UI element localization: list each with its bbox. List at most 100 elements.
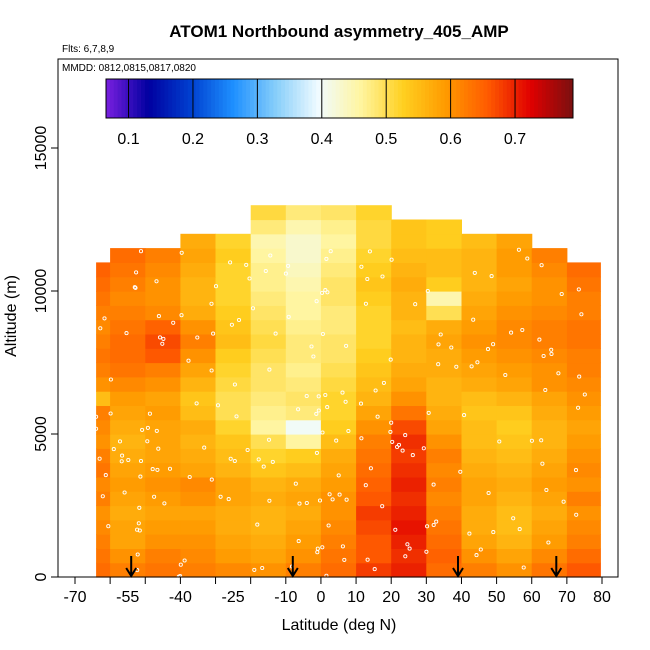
x-tick-label: 50 (488, 589, 506, 606)
sample-marker (155, 467, 160, 472)
heatmap-cell (96, 319, 111, 335)
colorbar-segment (323, 79, 329, 118)
heatmap-cell (285, 476, 322, 492)
heatmap-cell (285, 333, 322, 349)
sample-marker (529, 438, 534, 443)
sample-marker (266, 437, 272, 442)
heatmap-cell (145, 305, 181, 321)
colorbar-segment (269, 79, 274, 118)
heatmap-cell (426, 405, 462, 421)
heatmap-cell (180, 262, 217, 278)
heatmap-cell (391, 362, 427, 378)
heatmap-cell (531, 562, 568, 578)
heatmap-cell (320, 205, 357, 221)
heatmap-cell (391, 248, 427, 263)
heatmap-cell (250, 262, 287, 278)
heatmap-cell (215, 305, 252, 321)
heatmap-cell (426, 348, 462, 364)
heatmap-cell (250, 333, 287, 349)
sample-marker (134, 270, 139, 275)
sample-marker (380, 504, 385, 509)
sample-marker (334, 438, 339, 443)
sample-marker (320, 290, 325, 295)
heatmap-cell (180, 505, 217, 521)
colorbar-segment (557, 79, 562, 118)
heatmap-cell (110, 448, 146, 464)
sample-marker (472, 270, 477, 275)
x-axis-label: Latitude (deg N) (282, 617, 397, 634)
sample-marker (421, 446, 426, 451)
heatmap-cell (566, 505, 601, 521)
heatmap-cell (320, 248, 357, 263)
colorbar-segment (378, 79, 383, 118)
heatmap-cell (110, 419, 146, 435)
colorbar-segment (176, 79, 181, 118)
heatmap-cell (215, 519, 252, 535)
colorbar-segment (553, 79, 558, 118)
heatmap-cell (496, 562, 533, 578)
heatmap-cell (461, 262, 498, 278)
heatmap-cell (531, 262, 568, 278)
colorbar-segment (129, 79, 134, 118)
heatmap-cell (496, 419, 533, 435)
chart-title: ATOM1 Northbound asymmetry_405_AMP (169, 22, 508, 41)
heatmap-cell (180, 405, 217, 421)
colorbar-segment (300, 79, 305, 118)
sample-marker (228, 260, 233, 265)
colorbar-segment (495, 79, 500, 118)
sample-marker (314, 450, 319, 455)
heatmap-cell (320, 519, 357, 535)
sample-marker (503, 372, 508, 378)
heatmap-cell (250, 419, 287, 435)
sample-marker (187, 474, 192, 480)
sample-marker (436, 362, 441, 367)
colorbar-segment (230, 79, 235, 118)
heatmap-cell (391, 491, 427, 507)
heatmap-cell (110, 248, 146, 263)
colorbar-segment (432, 79, 438, 118)
heatmap-cell (96, 505, 111, 521)
heatmap-cell (496, 548, 533, 564)
sample-marker (425, 524, 430, 529)
sample-marker (325, 290, 330, 295)
heatmap-cell (285, 248, 322, 263)
heatmap-cell (96, 376, 111, 392)
heatmap-cell (145, 419, 181, 435)
sample-marker (135, 527, 140, 532)
colorbar-segment (199, 79, 204, 118)
heatmap-cell (426, 534, 462, 549)
heatmap-cell (566, 448, 601, 464)
x-tick-label: 0 (316, 589, 325, 606)
heatmap-cell (531, 305, 568, 321)
heatmap-cell (426, 219, 462, 235)
heatmap-cell (496, 248, 533, 263)
sample-marker (244, 262, 249, 267)
sample-marker (263, 268, 268, 274)
heatmap-cell (250, 476, 287, 492)
sample-marker (344, 343, 349, 348)
x-tick-label: 40 (453, 589, 471, 606)
sample-marker (549, 347, 554, 352)
sample-marker (296, 407, 301, 412)
heatmap-cell (496, 391, 533, 406)
heatmap-cell (110, 362, 146, 378)
heatmap-cell (320, 333, 357, 349)
sample-marker (194, 401, 199, 406)
heatmap-cell (356, 376, 392, 392)
sample-marker (156, 314, 161, 319)
heatmap-cell (180, 333, 217, 349)
heatmap-cell (426, 562, 462, 578)
heatmap-cell (250, 405, 287, 421)
heatmap-cell (531, 548, 568, 564)
colorbar-segment (106, 79, 111, 118)
heatmap-cell (110, 391, 146, 406)
heatmap-cell (391, 534, 427, 549)
x-tick-label: 70 (558, 589, 576, 606)
heatmap-cell (461, 476, 498, 492)
sample-marker (395, 444, 400, 450)
heatmap-cell (180, 248, 217, 263)
sample-marker (549, 351, 554, 357)
colorbar-segment (444, 79, 449, 118)
heatmap-cell (356, 434, 392, 449)
sample-marker (403, 433, 408, 438)
